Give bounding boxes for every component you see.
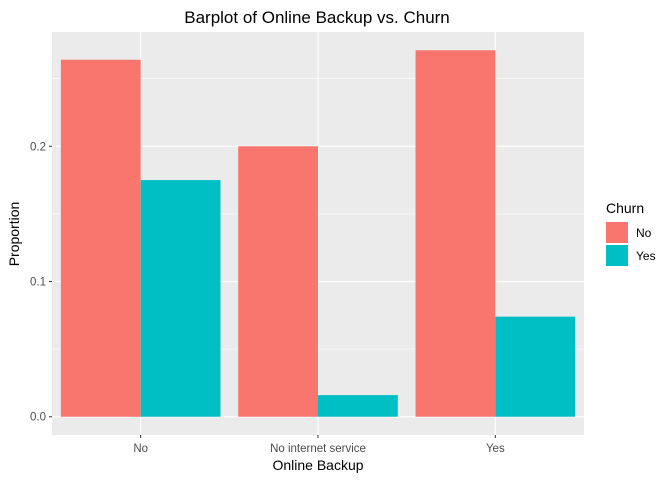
bar-no-churn-no: [60, 59, 141, 417]
legend-label-no: No: [636, 226, 652, 240]
bar-no-internet-service-churn-yes: [318, 395, 398, 417]
bar-no-churn-yes: [140, 180, 221, 417]
chart-title: Barplot of Online Backup vs. Churn: [184, 8, 450, 27]
y-tick-label: 0.1: [30, 277, 46, 289]
legend-key-no: [606, 222, 628, 243]
y-axis-title: Proportion: [6, 202, 22, 267]
legend-title: Churn: [606, 200, 644, 216]
x-axis-ticks: No No internet service Yes: [133, 435, 505, 455]
bar-no-internet-service-churn-no: [238, 146, 318, 417]
legend: Churn No Yes: [606, 200, 656, 266]
y-axis-ticks: 0.0 0.1 0.2: [30, 141, 52, 424]
bar-yes-churn-yes: [495, 316, 576, 417]
bars: [60, 50, 576, 417]
legend-label-yes: Yes: [636, 249, 656, 263]
legend-key-yes: [606, 245, 628, 266]
x-tick-label: Yes: [486, 443, 505, 455]
y-tick-label: 0.2: [30, 141, 46, 153]
x-axis-title: Online Backup: [272, 457, 363, 473]
y-tick-label: 0.0: [30, 412, 46, 424]
x-tick-label: No internet service: [270, 443, 366, 455]
bar-yes-churn-no: [415, 50, 496, 417]
x-tick-label: No: [133, 443, 148, 455]
